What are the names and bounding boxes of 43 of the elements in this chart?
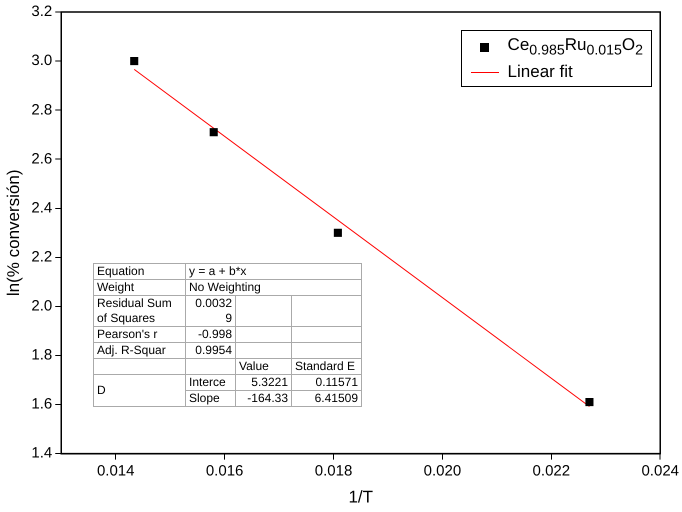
point	[334, 228, 342, 237]
annotation: D	[94, 374, 186, 406]
annotation: 5.3221	[236, 374, 292, 390]
y-tick-label: 2.4	[31, 199, 52, 216]
legend-label: Ce$_{0.985}$Ru$_{0.015}$O$_{2}$	[508, 34, 643, 60]
point	[210, 128, 218, 136]
annotation: 0.11571	[292, 374, 362, 390]
x-axis-title: 1/T	[348, 487, 374, 506]
annotation: Slope	[186, 390, 236, 406]
y-tick-label: 2.2	[31, 248, 52, 266]
y-tick-label: 2.8	[31, 101, 52, 118]
x-tick-label: 0.014	[96, 462, 134, 480]
annotation: -164.33	[236, 390, 292, 406]
annotation: y = a + b*x	[186, 264, 362, 280]
annotation: Interce	[186, 374, 236, 390]
annotation: Value	[236, 358, 292, 374]
x-tick-label: 0.016	[206, 462, 244, 480]
x-tick-label: 0.020	[424, 462, 462, 480]
y-tick-label: 2.6	[31, 150, 52, 168]
annotation: No Weighting	[186, 280, 362, 296]
y-tick-label: 1.4	[31, 444, 52, 462]
y-tick-label: 1.8	[31, 346, 52, 364]
y-tick-label: 3.0	[31, 52, 52, 70]
y-axis-title: ln(% conversión)	[4, 169, 23, 296]
annotation: 0.9954	[186, 342, 236, 358]
annotation: Pearson's r	[94, 326, 186, 342]
legend-label: Linear fit	[508, 61, 573, 84]
point	[130, 57, 138, 66]
annotation: Residual Sum of Squares	[94, 296, 186, 326]
annotation: Adj. R-Squar	[94, 342, 186, 358]
y-tick-label: 2.0	[31, 298, 52, 315]
annotation: 6.41509	[292, 390, 362, 406]
annotation: Standard E	[292, 358, 362, 374]
y-tick-label: 3.2	[31, 3, 52, 20]
annotation: -0.998	[186, 326, 236, 342]
annotation: 0.00329	[186, 296, 236, 326]
annotation: Equation	[94, 264, 186, 280]
y-tick-label: 1.6	[31, 396, 52, 413]
point	[585, 398, 594, 406]
x-tick-label: 0.018	[314, 462, 352, 480]
annotation: Weight	[94, 280, 186, 296]
x-tick-label: 0.024	[641, 462, 680, 480]
x-tick-label: 0.022	[532, 462, 570, 480]
